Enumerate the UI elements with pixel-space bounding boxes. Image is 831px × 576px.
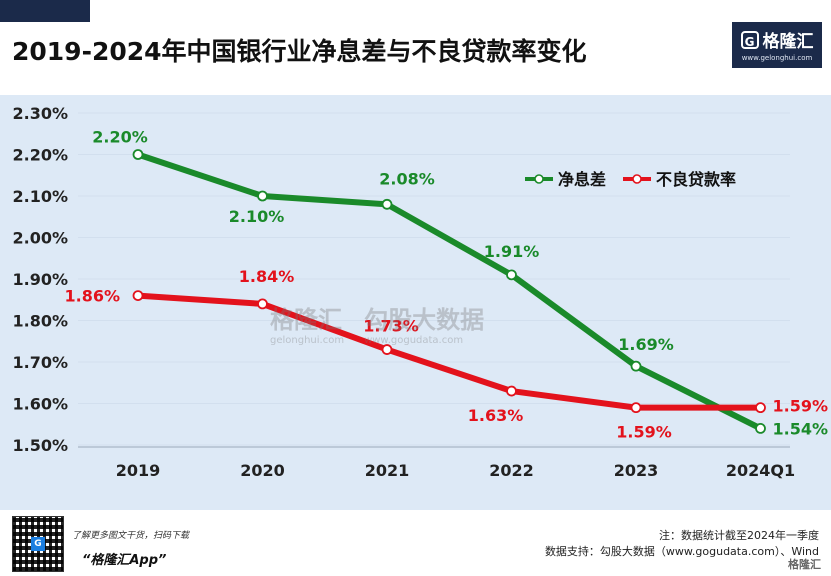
data-label: 2.20%	[92, 128, 148, 147]
x-tick-label: 2022	[489, 461, 534, 480]
legend-marker	[632, 174, 642, 184]
brand-logo: G 格隆汇 www.gelonghui.com	[732, 22, 822, 68]
chart-title: 2019-2024年中国银行业净息差与不良贷款率变化	[12, 37, 587, 66]
data-label: 2.08%	[379, 169, 435, 188]
qr-code-icon[interactable]: G	[12, 516, 64, 572]
data-point	[132, 149, 144, 160]
footer-note: 注：数据统计截至2024年一季度	[659, 529, 819, 542]
data-point	[506, 385, 517, 397]
brand-logo-name: 格隆汇	[762, 32, 814, 52]
watermark: 格隆汇 gelonghui.com 勾股大数据 www.gogudata.com	[270, 300, 484, 346]
brand-logo-url: www.gelonghui.com	[741, 54, 813, 62]
footer-notes: 注：数据统计截至2024年一季度 数据支持：勾股大数据（www.gogudata…	[545, 528, 819, 560]
data-label: 1.91%	[484, 242, 540, 261]
data-point	[506, 269, 517, 281]
y-tick-label: 1.90%	[12, 270, 68, 289]
x-tick-label: 2020	[240, 461, 285, 480]
y-tick-label: 2.30%	[12, 104, 68, 123]
top-accent-bar	[0, 0, 90, 22]
y-tick-label: 1.60%	[12, 395, 68, 414]
watermark-left-sub: gelonghui.com	[270, 335, 345, 346]
chart-panel	[0, 95, 831, 510]
y-tick-label: 1.50%	[12, 436, 68, 455]
y-tick-label: 1.80%	[12, 312, 68, 331]
data-point	[630, 360, 642, 372]
data-point	[257, 190, 268, 202]
data-point	[755, 402, 766, 414]
data-point	[257, 298, 268, 310]
data-point	[381, 198, 393, 210]
data-label: 1.84%	[239, 267, 295, 286]
data-label: 1.69%	[618, 335, 674, 354]
data-label: 1.54%	[773, 419, 829, 438]
series-line-npl	[135, 292, 764, 411]
qr-center-logo: G	[31, 537, 45, 551]
data-label: 1.59%	[616, 423, 672, 442]
y-tick-label: 2.20%	[12, 146, 68, 165]
watermark-right-sub: www.gogudata.com	[364, 335, 464, 346]
legend-label: 净息差	[558, 170, 606, 189]
data-point	[132, 290, 144, 302]
data-label: 2.10%	[229, 207, 285, 226]
footer-source: 数据支持：勾股大数据（www.gogudata.com）、Wind	[544, 545, 819, 558]
y-tick-label: 2.00%	[12, 229, 68, 248]
x-tick-label: 2019	[116, 461, 161, 480]
watermark-right: 勾股大数据	[364, 306, 485, 334]
corner-logo: 格隆汇	[786, 556, 823, 572]
y-tick-label: 2.10%	[12, 187, 68, 206]
legend-marker	[534, 174, 544, 184]
data-point	[381, 344, 393, 355]
promo-line-1: 了解更多图文干货，扫码下载	[72, 531, 190, 541]
legend-label: 不良贷款率	[656, 170, 736, 189]
footer-promo: G 了解更多图文干货，扫码下载 “格隆汇App”	[12, 516, 189, 572]
data-label: 1.73%	[363, 317, 419, 336]
brand-logo-icon: G	[740, 30, 759, 49]
x-tick-label: 2023	[614, 461, 659, 480]
x-tick-label: 2024Q1	[726, 461, 795, 480]
line-chart: 1.50% 1.60% 1.70% 1.80% 1.90% 2.00% 2.10% 2.20%…	[12, 104, 829, 480]
data-label: 1.63%	[468, 406, 524, 425]
x-tick-label: 2021	[365, 461, 410, 480]
data-label: 1.59%	[773, 397, 829, 416]
promo-line-2: “格隆汇App”	[82, 553, 167, 568]
watermark-left: 格隆汇	[270, 306, 342, 334]
series-line-nim	[135, 151, 764, 432]
y-tick-label: 1.70%	[12, 353, 68, 372]
data-point	[755, 422, 766, 434]
data-point	[630, 402, 642, 414]
data-label: 1.86%	[64, 287, 120, 306]
